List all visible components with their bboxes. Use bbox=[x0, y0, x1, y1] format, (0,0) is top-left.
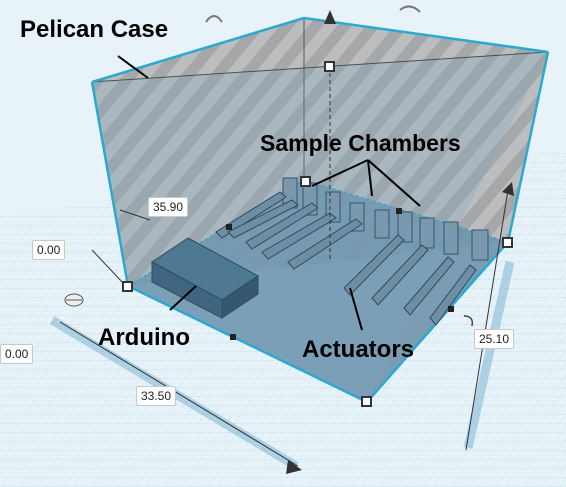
width-dimension[interactable]: 25.10 bbox=[474, 329, 515, 349]
resize-handles[interactable] bbox=[122, 61, 513, 407]
case-outline[interactable] bbox=[90, 16, 550, 404]
case-hidden-edges bbox=[127, 179, 509, 287]
actuator-rods[interactable] bbox=[215, 191, 477, 326]
lift-arrow-icon[interactable] bbox=[324, 10, 336, 24]
callout-leaders bbox=[117, 55, 421, 331]
corner-handle-icon bbox=[122, 281, 133, 292]
arduino-label: Arduino bbox=[98, 324, 190, 351]
top-handle-icon bbox=[324, 61, 335, 72]
edge-handles[interactable] bbox=[226, 208, 454, 340]
elevation-left-dimension[interactable]: 0.00 bbox=[32, 240, 66, 260]
mouse-icon bbox=[64, 293, 84, 307]
length-dimension[interactable]: 33.50 bbox=[136, 386, 177, 406]
case-top-diagonal bbox=[91, 51, 549, 83]
length-arrow-icon bbox=[286, 460, 302, 474]
elevation-floor-dimension[interactable]: 0.00 bbox=[0, 344, 34, 364]
corner-handle-icon bbox=[300, 176, 311, 187]
rotate-arrows-icon[interactable] bbox=[205, 5, 421, 23]
corner-handle-icon bbox=[361, 396, 372, 407]
pelican-case-label: Pelican Case bbox=[20, 16, 169, 43]
actuators-label: Actuators bbox=[302, 336, 415, 363]
width-arrow-icon bbox=[502, 182, 514, 196]
rotate-handle-icon[interactable] bbox=[463, 315, 474, 327]
corner-handle-icon bbox=[502, 237, 513, 248]
sample-chambers-label: Sample Chambers bbox=[260, 130, 461, 156]
dimension-lines bbox=[59, 189, 509, 467]
height-dimension[interactable]: 35.90 bbox=[148, 197, 189, 217]
arduino-box[interactable] bbox=[151, 237, 259, 319]
